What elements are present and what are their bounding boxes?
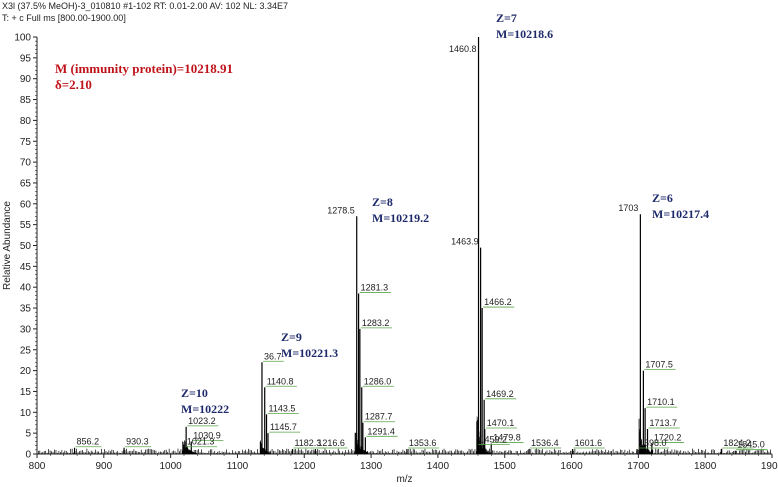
peak-label: 1469.2 — [486, 389, 514, 399]
x-tick-label: 900 — [95, 461, 112, 472]
y-axis-title: Relative Abundance — [2, 201, 13, 290]
x-tick-label: 1400 — [427, 461, 450, 472]
x-tick-label: 1900 — [761, 461, 778, 472]
peak-label: 1216.6 — [317, 438, 345, 448]
x-tick-label: 1100 — [227, 461, 249, 472]
peak-label: 1703 — [618, 203, 638, 213]
protein-mass-result: M (immunity protein)=10218.91 — [55, 61, 233, 76]
y-tick-label: 50 — [20, 241, 32, 252]
x-tick-label: 800 — [29, 461, 46, 472]
peak-label: 1182.3 — [294, 438, 321, 448]
mass-z9: M=10221.3 — [281, 346, 338, 360]
y-tick-label: 40 — [20, 283, 32, 294]
peak-label: 1353.6 — [409, 438, 437, 448]
y-tick-label: 65 — [20, 178, 32, 189]
x-axis-title: m/z — [396, 474, 412, 485]
x-tick-label: 1600 — [560, 461, 583, 472]
y-tick-label: 15 — [20, 387, 32, 398]
peak-label: 1140.8 — [267, 376, 294, 386]
peak-label: 1824.2 — [723, 438, 751, 448]
peak-label: 1278.5 — [327, 205, 355, 215]
y-tick-label: 75 — [20, 137, 32, 148]
peak-label: 1463.9 — [451, 237, 479, 247]
charge-state-z8: Z=8 — [372, 195, 393, 209]
y-tick-label: 30 — [20, 324, 32, 335]
y-tick-label: 60 — [20, 199, 32, 210]
y-tick-label: 70 — [20, 158, 32, 169]
y-tick-label: 10 — [20, 408, 32, 419]
x-tick-label: 1800 — [694, 461, 717, 472]
filter-header: T: + c Full ms [800.00-1900.00] — [2, 13, 126, 23]
y-tick-label: 100 — [14, 33, 31, 44]
y-tick-label: 25 — [20, 345, 32, 356]
peak-label: 1023.2 — [188, 416, 216, 426]
peak-label: 1479.8 — [493, 433, 521, 443]
mass-z8: M=10219.2 — [372, 211, 429, 225]
x-tick-label: 1000 — [160, 461, 183, 472]
peak-label: 1287.7 — [365, 412, 393, 422]
x-tick-label: 1500 — [494, 461, 517, 472]
y-tick-label: 45 — [20, 262, 32, 273]
scan-header: X3l (37.5% MeOH)-3_010810 #1-102 RT: 0.0… — [2, 1, 289, 11]
peak-label: 1281.3 — [361, 282, 389, 292]
peak-label: 1698.0 — [639, 438, 667, 448]
y-tick-label: 55 — [20, 220, 32, 231]
mass-z10: M=10222 — [181, 402, 229, 416]
y-tick-label: 80 — [20, 116, 32, 127]
y-tick-label: 0 — [25, 450, 31, 461]
peak-label: 1460.8 — [449, 44, 477, 54]
charge-state-z6: Z=6 — [652, 191, 673, 205]
peak-label: 1286.0 — [364, 376, 392, 386]
mass-z6: M=10217.4 — [652, 207, 709, 221]
peak-label: 1030.9 — [193, 430, 221, 440]
y-tick-label: 90 — [20, 74, 32, 85]
charge-state-z7: Z=7 — [496, 11, 517, 25]
mass-z7: M=10218.6 — [496, 27, 553, 41]
peak-label: 1707.5 — [645, 360, 673, 370]
x-tick-label: 1200 — [293, 461, 316, 472]
y-tick-label: 5 — [25, 429, 31, 440]
peak-label: 1536.4 — [531, 438, 559, 448]
x-tick-label: 1700 — [627, 461, 650, 472]
peak-label: 1710.1 — [647, 397, 675, 407]
y-tick-label: 95 — [20, 53, 32, 64]
y-tick-label: 35 — [20, 304, 32, 315]
y-tick-label: 20 — [20, 366, 32, 377]
charge-state-z10: Z=10 — [181, 386, 208, 400]
peak-label: 1143.5 — [269, 403, 296, 413]
peak-label: 856.2 — [77, 437, 100, 447]
peak-label: 1466.2 — [484, 297, 512, 307]
peak-label: 1145.7 — [270, 422, 297, 432]
peak-label: 1470.1 — [487, 418, 515, 428]
peak-label: 930.3 — [126, 437, 149, 447]
x-tick-label: 1300 — [360, 461, 383, 472]
peak-label: 1601.6 — [575, 438, 603, 448]
peak-label: 1291.4 — [367, 426, 395, 436]
peak-label: 1459.2 — [479, 435, 507, 445]
peak-label: 1283.2 — [362, 318, 390, 328]
peak-label: 1845.0 — [737, 440, 765, 450]
y-tick-label: 85 — [20, 95, 32, 106]
peak-label: 1713.7 — [650, 418, 678, 428]
charge-state-z9: Z=9 — [281, 330, 302, 344]
peak-label: 1720.2 — [654, 433, 682, 443]
delta-result: δ=2.10 — [55, 77, 92, 92]
peak-label: 36.7 — [264, 351, 282, 361]
peak-label: 1021.3 — [187, 437, 215, 447]
